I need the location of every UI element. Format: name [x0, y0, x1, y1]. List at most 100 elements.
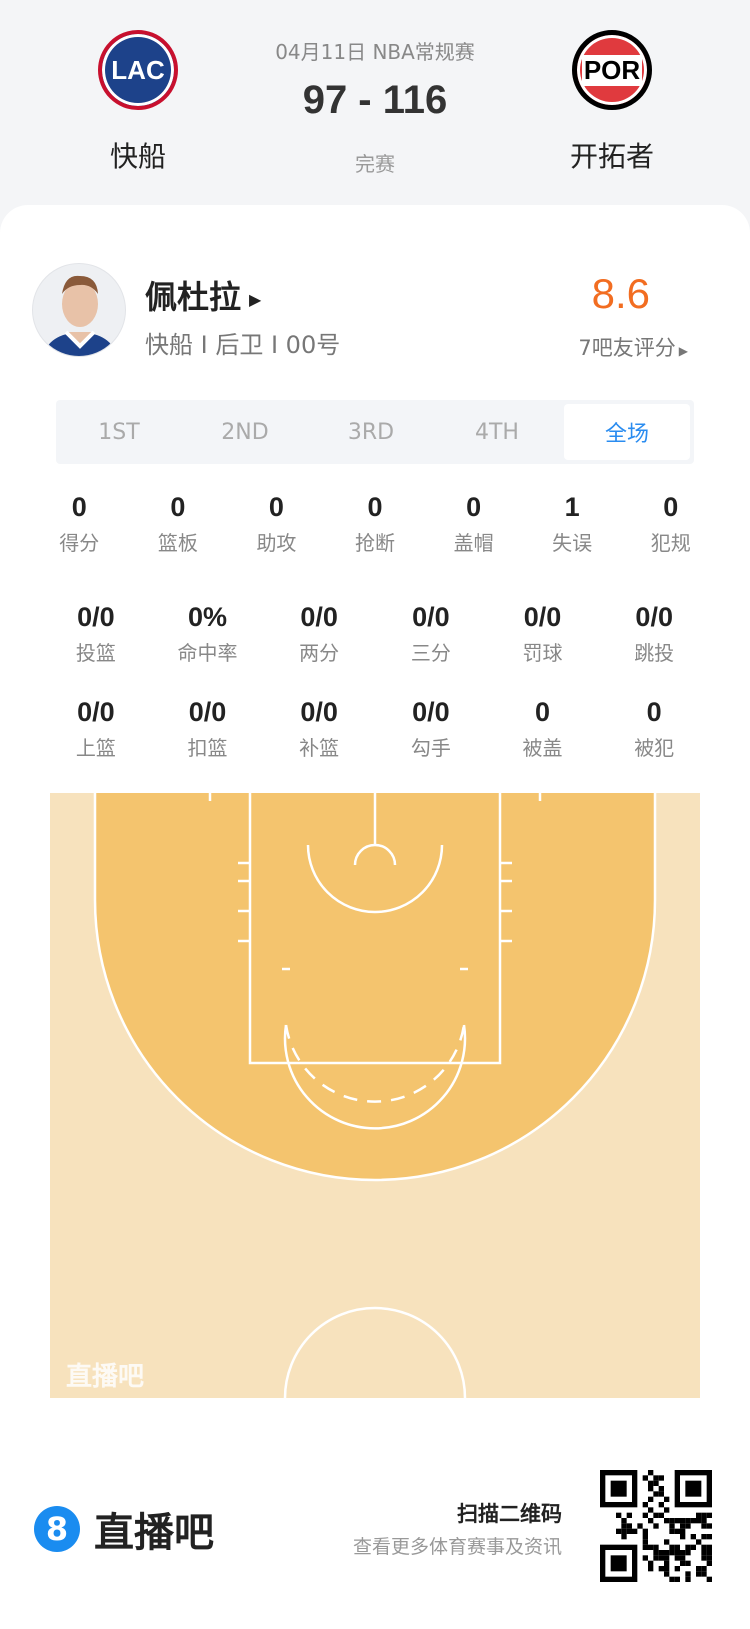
- scan-subtitle: 查看更多体育赛事及资讯: [352, 1536, 562, 1558]
- stat-cell: 0/0 跳投: [598, 602, 710, 666]
- stat-value: 0/0: [300, 697, 338, 727]
- stat-label: 扣篮: [187, 736, 228, 760]
- scan-title: 扫描二维码: [457, 1502, 562, 1526]
- stat-cell: 0 被犯: [598, 697, 710, 761]
- player-name-link[interactable]: 佩杜拉 ▶: [145, 272, 261, 318]
- stat-label: 得分: [59, 531, 100, 555]
- stat-value: 0%: [187, 602, 228, 632]
- caret-right-icon: ▶: [249, 289, 262, 309]
- caret-right-icon: ▶: [678, 344, 688, 358]
- paint: [248, 793, 502, 1065]
- stat-cell: 0% 命中率: [152, 602, 264, 666]
- stat-value: 0/0: [412, 697, 450, 727]
- stat-value: 0: [71, 492, 87, 522]
- stat-label: 抢断: [355, 531, 396, 555]
- stat-value: 0: [646, 697, 662, 727]
- stat-label: 勾手: [410, 736, 451, 760]
- match-status: 完赛: [355, 152, 395, 176]
- stat-value: 0/0: [188, 697, 227, 727]
- tab-2nd[interactable]: 2ND: [221, 419, 269, 445]
- player-name: 佩杜拉: [145, 278, 242, 316]
- center-circle: [283, 1306, 467, 1398]
- stats-row-shot-types: 0/0 上篮 0/0 扣篮 0/0 补篮 0/0 勾手 0 被盖 0 被犯: [40, 697, 710, 761]
- stat-label: 犯规: [650, 531, 691, 555]
- stat-cell: 0/0 扣篮: [152, 697, 264, 761]
- stat-cell: 0 盖帽: [424, 492, 523, 556]
- stat-value: 0/0: [412, 602, 450, 632]
- stat-value: 1: [564, 492, 580, 522]
- restricted-area: [306, 844, 444, 914]
- stat-label: 失误: [552, 531, 593, 555]
- stat-label: 上篮: [75, 736, 116, 760]
- shot-chart-court: [50, 793, 700, 1398]
- tab-4th[interactable]: 4TH: [475, 419, 519, 445]
- brand-name: 直播吧: [94, 1510, 214, 1556]
- period-tabs: 1ST 2ND 3RD 4TH 全场: [56, 400, 694, 464]
- stat-cell: 0/0 勾手: [375, 697, 487, 761]
- stat-cell: 0 抢断: [326, 492, 425, 556]
- stat-value: 0/0: [77, 697, 115, 727]
- stat-label: 罚球: [522, 641, 563, 665]
- stat-cell: 0/0 三分: [375, 602, 487, 666]
- stat-cell: 1 失误: [523, 492, 622, 556]
- free-throw-circle-top: [284, 1024, 466, 1103]
- stat-value: 0: [535, 697, 551, 727]
- brand-8-icon: 8: [34, 1506, 80, 1552]
- stat-cell: 0/0 补篮: [263, 697, 375, 761]
- rating-label: 7吧友评分: [578, 336, 676, 360]
- stat-cell: 0 得分: [30, 492, 129, 556]
- stats-row-basic: 0 得分 0 篮板 0 助攻 0 抢断 0 盖帽 1 失误 0 犯规: [30, 492, 720, 556]
- stat-cell: 0/0 上篮: [40, 697, 152, 761]
- stats-row-shooting: 0/0 投篮 0% 命中率 0/0 两分 0/0 三分 0/0 罚球 0/0 跳投: [40, 602, 710, 666]
- team-logo-home[interactable]: LAC: [98, 30, 178, 110]
- stat-label: 跳投: [634, 641, 675, 665]
- team-logo-away[interactable]: POR: [572, 30, 652, 110]
- rim: [353, 843, 397, 866]
- stat-value: 0: [268, 492, 284, 522]
- stat-value: 0/0: [523, 602, 562, 632]
- player-info: 快船 I 后卫 I 00号: [145, 331, 341, 359]
- tab-3rd[interactable]: 3RD: [347, 419, 395, 445]
- stat-cell: 0 被盖: [487, 697, 599, 761]
- away-abbr: POR: [581, 54, 643, 86]
- match-header: LAC 快船 04月11日 NBA常规赛 97 - 116 完赛 POR 开拓者: [0, 0, 750, 210]
- stat-label: 两分: [299, 641, 340, 665]
- rating-link[interactable]: 7吧友评分 ▶: [578, 332, 688, 362]
- home-abbr: LAC: [111, 54, 165, 85]
- stat-value: 0: [663, 492, 679, 522]
- stat-value: 0/0: [77, 602, 115, 632]
- tab-full-game[interactable]: 全场: [564, 404, 690, 460]
- stat-label: 篮板: [157, 531, 198, 555]
- stat-label: 被犯: [634, 736, 675, 760]
- stat-label: 助攻: [256, 531, 297, 555]
- away-team-name[interactable]: 开拓者: [569, 140, 654, 173]
- stat-label: 被盖: [522, 736, 563, 760]
- stat-label: 补篮: [299, 736, 340, 760]
- stat-cell: 0/0 投篮: [40, 602, 152, 666]
- stat-cell: 0/0 两分: [263, 602, 375, 666]
- stat-value: 0/0: [300, 602, 338, 632]
- match-score: 97 - 116: [302, 78, 448, 122]
- brand-logo: 8 直播吧: [34, 1500, 214, 1558]
- stat-label: 投篮: [75, 641, 116, 665]
- tab-1st[interactable]: 1ST: [98, 419, 140, 445]
- player-rating: 8.6: [591, 270, 650, 317]
- stat-label: 盖帽: [453, 531, 494, 555]
- stat-cell: 0/0 罚球: [487, 602, 599, 666]
- three-point-area: [95, 793, 655, 1180]
- stat-value: 0/0: [635, 602, 673, 632]
- stat-value: 0: [170, 492, 186, 522]
- stat-label: 三分: [410, 641, 451, 665]
- watermark: 直播吧: [66, 1362, 145, 1392]
- stat-cell: 0 篮板: [129, 492, 228, 556]
- match-date: 04月11日 NBA常规赛: [275, 40, 475, 64]
- home-team-name[interactable]: 快船: [109, 140, 166, 173]
- stat-value: 0: [466, 492, 482, 522]
- player-avatar[interactable]: [32, 263, 126, 357]
- stat-cell: 0 犯规: [621, 492, 720, 556]
- qr-code: [600, 1470, 712, 1582]
- free-throw-circle-bottom: [283, 1024, 467, 1130]
- stat-label: 命中率: [177, 641, 238, 665]
- stat-value: 0: [367, 492, 383, 522]
- three-point-line: [93, 793, 657, 1182]
